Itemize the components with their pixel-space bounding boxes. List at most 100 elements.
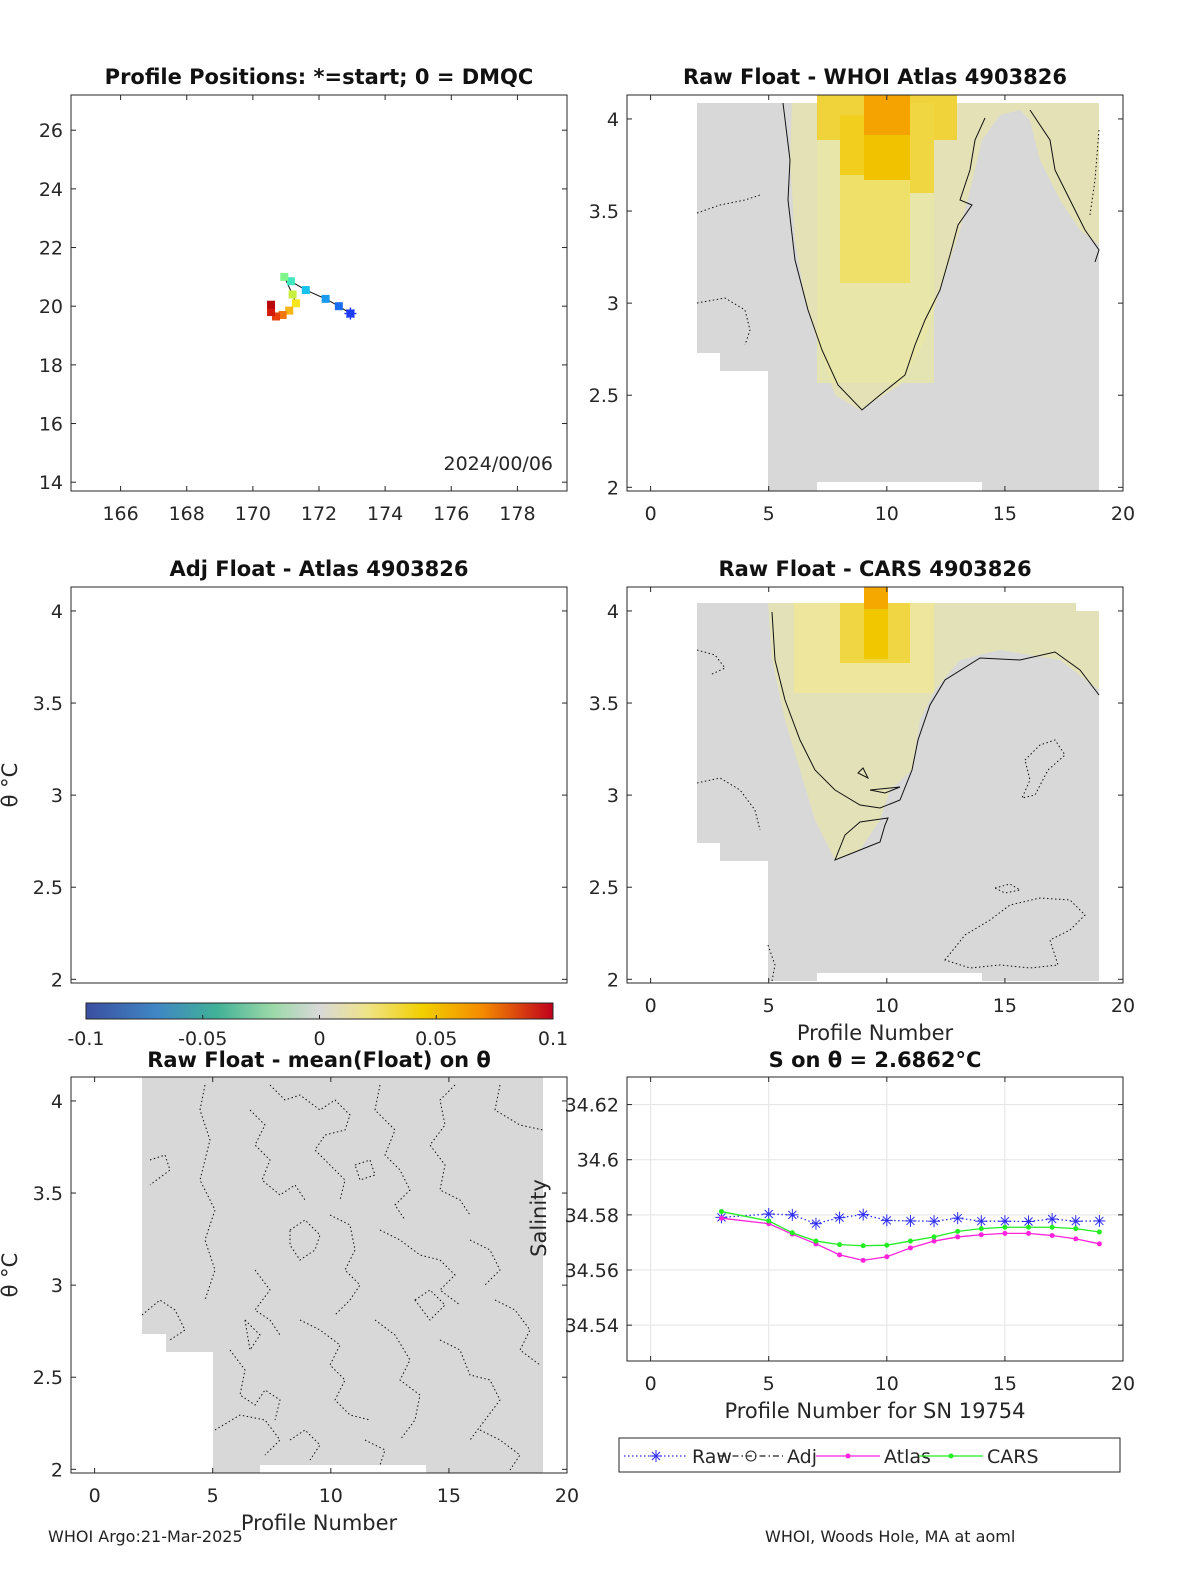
- raw-cars-ytick-label: 2: [607, 969, 619, 991]
- raw-mean-ticks: 0 5 10 15 20 2 2.5 3 3.5 4: [33, 1077, 579, 1507]
- series-point-cars: [837, 1242, 843, 1248]
- raw-cars-frame: [626, 586, 1124, 984]
- salinity-legend: Raw Adj Atlas CARS: [618, 1437, 1121, 1473]
- series-point-atlas: [837, 1252, 843, 1258]
- positions-ytick-label: 22: [39, 238, 63, 260]
- adj-atlas-ticks: 2 2.5 3 3.5 4: [33, 601, 567, 991]
- raw-marker-stroke: [906, 1216, 915, 1226]
- raw-whoi-ytick-label: 2: [607, 477, 619, 499]
- series-point-cars: [1049, 1224, 1055, 1230]
- footer-right: WHOI, Woods Hole, MA at aoml: [765, 1527, 1016, 1546]
- series-point-cars: [789, 1230, 795, 1236]
- legend-label-adj: Adj: [787, 1446, 817, 1468]
- raw-cars-ytick-label: 3.5: [589, 693, 619, 715]
- raw-mean-dotted-contours: [141, 1084, 544, 1471]
- raw-marker-stroke: [953, 1213, 963, 1223]
- raw-marker-stroke: [1000, 1216, 1010, 1226]
- raw-marker-stroke: [976, 1216, 986, 1226]
- panel-raw-cars: Raw Float - CARS 4903826 0 5 10 15 20 2 2.5 3 3.…: [589, 557, 1135, 1045]
- profile-point: [334, 302, 343, 311]
- positions-frame: [70, 94, 568, 492]
- panel-raw-mean: Raw Float - mean(Float) on θ: [0, 1048, 579, 1535]
- profile-point: [291, 299, 300, 308]
- raw-mean-field: [142, 1077, 543, 1473]
- raw-whoi-plot-area: [696, 95, 1100, 491]
- series-point-cars: [860, 1243, 866, 1249]
- adj-atlas-ytick-label: 2.5: [33, 877, 63, 899]
- series-point-raw: [1069, 1215, 1082, 1228]
- raw-whoi-contour-1: [782, 102, 986, 411]
- raw-mean-title: Raw Float - mean(Float) on θ: [147, 1048, 491, 1072]
- series-point-cars: [931, 1234, 937, 1240]
- profile-point: [288, 290, 297, 299]
- salinity-ytick-label: 34.56: [565, 1260, 619, 1282]
- legend-label-atlas: Atlas: [884, 1446, 931, 1468]
- series-point-raw: [904, 1214, 917, 1227]
- series-point-cars: [884, 1242, 890, 1248]
- raw-whoi-ytick-label: 2.5: [589, 385, 619, 407]
- raw-cars-dotted-4: [944, 897, 1086, 969]
- legend-label-raw: Raw: [692, 1446, 732, 1468]
- raw-whoi-title: Raw Float - WHOI Atlas 4903826: [683, 65, 1067, 89]
- raw-cars-plot-area: [696, 587, 1100, 982]
- raw-whoi-dotted-1: [696, 194, 761, 214]
- series-point-raw: [786, 1208, 799, 1221]
- series-point-cars: [1026, 1224, 1032, 1230]
- raw-whoi-ytick-label: 4: [607, 109, 619, 131]
- series-point-cars: [907, 1238, 913, 1244]
- legend-item-atlas: Atlas: [816, 1446, 931, 1468]
- raw-whoi-xtick-label: 5: [763, 503, 775, 525]
- raw-cars-contour-4: [857, 767, 870, 780]
- series-line-raw: [721, 1213, 1100, 1225]
- raw-cars-ytick-label: 2.5: [589, 877, 619, 899]
- raw-mean-ytick-label: 2.5: [33, 1367, 63, 1389]
- series-point-raw: [762, 1208, 775, 1221]
- raw-mean-xlabel: Profile Number: [241, 1511, 398, 1535]
- profile-point: [285, 306, 294, 315]
- raw-mean-ytick-label: 4: [51, 1091, 63, 1113]
- positions-xtick-label: 170: [235, 503, 271, 525]
- positions-ytick-label: 26: [39, 120, 63, 142]
- series-point-raw: [1093, 1214, 1106, 1227]
- start-marker-stroke: [345, 309, 355, 319]
- raw-mean-frame: [70, 1076, 568, 1474]
- legend-items: Raw Adj Atlas CARS: [624, 1446, 1039, 1468]
- series-point-raw: [1046, 1213, 1059, 1225]
- raw-whoi-core-7: [910, 103, 934, 193]
- salinity-frame: [626, 1076, 1124, 1362]
- series-point-atlas: [955, 1234, 961, 1240]
- series-line-cars: [721, 1210, 1100, 1247]
- raw-mean-xtick-label: 0: [89, 1485, 101, 1507]
- adj-atlas-ylabel: θ °C: [0, 763, 22, 808]
- raw-cars-core-4: [864, 587, 888, 609]
- profile-point: [267, 300, 276, 309]
- raw-whoi-core-5: [864, 95, 910, 135]
- raw-marker-stroke: [1047, 1214, 1057, 1224]
- series-point-atlas: [907, 1245, 913, 1251]
- raw-mean-ytick-label: 3.5: [33, 1183, 63, 1205]
- raw-marker-stroke: [1095, 1216, 1104, 1226]
- colorbar-tick-label: 0.1: [538, 1028, 568, 1050]
- raw-cars-ytick-label: 4: [607, 601, 619, 623]
- series-point-cars: [1002, 1224, 1008, 1230]
- series-point-cars: [1073, 1226, 1079, 1232]
- legend-marker-cars: [948, 1453, 954, 1459]
- salinity-xtick-label: 0: [645, 1373, 657, 1395]
- raw-marker-stroke: [858, 1210, 868, 1219]
- raw-cars-xtick-label: 0: [645, 995, 657, 1017]
- series-point-cars: [766, 1218, 772, 1224]
- raw-marker-stroke: [1024, 1217, 1033, 1226]
- raw-cars-xtick-label: 5: [763, 995, 775, 1017]
- legend-marker-raw: [651, 1451, 661, 1461]
- adj-atlas-title: Adj Float - Atlas 4903826: [169, 557, 468, 581]
- raw-mean-plot-area: [141, 1077, 544, 1473]
- adj-atlas-ytick-label: 4: [51, 601, 63, 623]
- profile-point: [278, 311, 287, 319]
- raw-marker-stroke: [1071, 1216, 1081, 1226]
- raw-marker-stroke: [882, 1216, 892, 1225]
- positions-xtick-label: 168: [169, 503, 205, 525]
- colorbar-tick-label: 0: [313, 1028, 325, 1050]
- series-point-cars: [718, 1209, 724, 1215]
- raw-marker-stroke: [835, 1213, 844, 1222]
